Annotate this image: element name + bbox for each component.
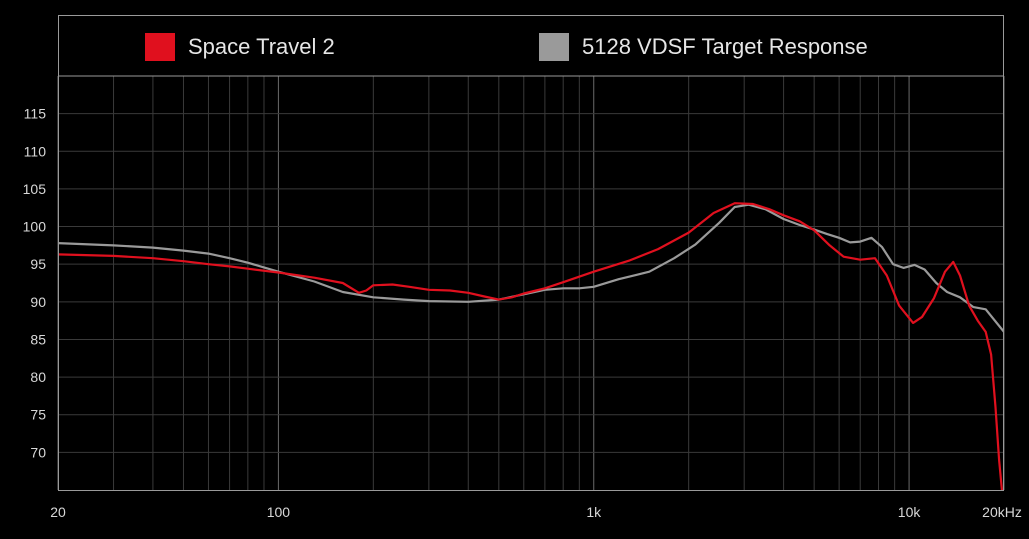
x-tick-label: 20kHz bbox=[982, 504, 1022, 520]
legend-swatch-red bbox=[145, 33, 175, 61]
y-tick-label: 95 bbox=[30, 256, 46, 272]
y-tick-label: 100 bbox=[23, 219, 47, 235]
legend: Space Travel 2 5128 VDSF Target Response bbox=[58, 15, 1004, 76]
legend-swatch-gray bbox=[539, 33, 569, 61]
x-axis-tick-labels: 20 100 1k 10k 20kHz bbox=[50, 504, 1022, 520]
legend-item-space-travel-2[interactable]: Space Travel 2 bbox=[145, 33, 335, 61]
series-layer bbox=[58, 202, 1004, 490]
y-tick-label: 90 bbox=[30, 294, 46, 310]
legend-label: 5128 VDSF Target Response bbox=[582, 34, 868, 59]
plot-frame bbox=[58, 15, 1004, 491]
x-tick-label: 20 bbox=[50, 504, 66, 520]
x-tick-label: 10k bbox=[898, 504, 922, 520]
y-tick-label: 115 bbox=[24, 106, 47, 122]
y-tick-label: 85 bbox=[30, 331, 46, 347]
grid-major bbox=[57, 76, 1005, 490]
series-line-target-response bbox=[58, 203, 1004, 333]
y-axis-tick-labels: 70 75 80 85 90 95 100 105 110 115 bbox=[23, 106, 47, 461]
y-tick-label: 110 bbox=[24, 143, 47, 159]
legend-item-target-response[interactable]: 5128 VDSF Target Response bbox=[539, 33, 868, 61]
y-tick-label: 75 bbox=[30, 407, 46, 423]
chart-border bbox=[58, 15, 1004, 491]
y-tick-label: 80 bbox=[30, 369, 46, 385]
y-tick-label: 105 bbox=[23, 181, 47, 197]
y-tick-label: 70 bbox=[30, 444, 46, 460]
legend-label: Space Travel 2 bbox=[188, 34, 335, 59]
x-tick-label: 1k bbox=[586, 504, 602, 520]
series-line-space-travel-2 bbox=[58, 202, 1003, 490]
x-tick-label: 100 bbox=[267, 504, 291, 520]
grid-minor bbox=[113, 76, 896, 490]
